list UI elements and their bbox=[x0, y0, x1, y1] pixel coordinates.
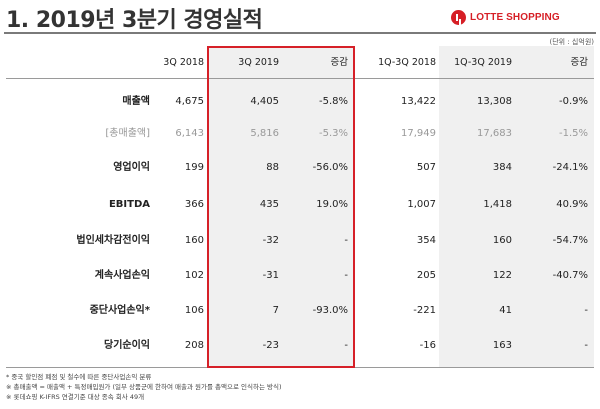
table-cell-col-ytd2019: 384 bbox=[492, 162, 512, 173]
table-cell-col-3q2018: 102 bbox=[184, 270, 204, 281]
table-cell-col-ytd2018: -16 bbox=[419, 340, 436, 351]
table-cell-col-change-ytd: -40.7% bbox=[552, 270, 588, 281]
row-label: 중단사업손익* bbox=[89, 305, 150, 316]
footnote: ※ 롯데쇼핑 K-IFRS 연결기준 대상 종속 회사 49개 bbox=[6, 393, 145, 401]
table-cell-col-change-ytd: - bbox=[584, 340, 588, 351]
table-cell-col-3q2019: 435 bbox=[259, 199, 279, 210]
table-cell-col-ytd2018: 1,007 bbox=[407, 199, 436, 210]
table-cell-col-ytd2019: 163 bbox=[492, 340, 512, 351]
column-header-col-change-q: 증감 bbox=[330, 57, 348, 68]
column-header-col-3q2019: 3Q 2019 bbox=[238, 57, 279, 68]
table-cell-col-ytd2018: 354 bbox=[416, 235, 436, 246]
shaded-column-3q2019 bbox=[207, 46, 355, 368]
table-cell-col-3q2019: 88 bbox=[266, 162, 279, 173]
table-cell-col-3q2019: -31 bbox=[262, 270, 279, 281]
shaded-column-ytd2019 bbox=[439, 46, 594, 368]
table-cell-col-change-q: - bbox=[344, 340, 348, 351]
footnote: * 중국 할인점 폐점 및 철수에 따른 중단사업손익 분류 bbox=[6, 373, 152, 381]
table-cell-col-change-ytd: -0.9% bbox=[558, 96, 588, 107]
row-label: 당기순이익 bbox=[104, 340, 150, 351]
table-cell-col-ytd2018: 17,949 bbox=[401, 128, 436, 139]
table-cell-col-3q2019: 5,816 bbox=[250, 128, 279, 139]
company-logo: LOTTE SHOPPING bbox=[451, 10, 560, 25]
column-header-col-ytd2019: 1Q-3Q 2019 bbox=[454, 57, 512, 68]
table-cell-col-ytd2019: 160 bbox=[492, 235, 512, 246]
table-cell-col-change-q: - bbox=[344, 235, 348, 246]
row-label: EBITDA bbox=[108, 199, 150, 210]
unit-note: (단위 : 십억원) bbox=[549, 38, 594, 46]
table-cell-col-3q2018: 199 bbox=[184, 162, 204, 173]
table-cell-col-3q2019: 7 bbox=[272, 305, 279, 316]
table-cell-col-3q2019: -23 bbox=[262, 340, 279, 351]
table-cell-col-change-ytd: -54.7% bbox=[552, 235, 588, 246]
table-cell-col-change-ytd: -24.1% bbox=[552, 162, 588, 173]
column-header-col-change-ytd: 증감 bbox=[570, 57, 588, 68]
column-header-col-3q2018: 3Q 2018 bbox=[163, 57, 204, 68]
row-label: 법인세차감전이익 bbox=[76, 235, 150, 246]
lotte-logo-mark-icon bbox=[451, 10, 466, 25]
table-cell-col-ytd2018: 205 bbox=[416, 270, 436, 281]
table-cell-col-ytd2018: 507 bbox=[416, 162, 436, 173]
table-cell-col-3q2018: 4,675 bbox=[175, 96, 204, 107]
table-cell-col-change-q: - bbox=[344, 270, 348, 281]
table-cell-col-change-q: -5.3% bbox=[318, 128, 348, 139]
table-cell-col-ytd2019: 1,418 bbox=[483, 199, 512, 210]
table-cell-col-3q2018: 106 bbox=[184, 305, 204, 316]
table-cell-col-change-q: -93.0% bbox=[312, 305, 348, 316]
table-cell-col-change-ytd: - bbox=[584, 305, 588, 316]
table-cell-col-3q2018: 160 bbox=[184, 235, 204, 246]
table-cell-col-3q2019: -32 bbox=[262, 235, 279, 246]
table-cell-col-3q2018: 208 bbox=[184, 340, 204, 351]
header-divider bbox=[6, 78, 594, 79]
row-label: 매출액 bbox=[122, 96, 150, 107]
table-cell-col-change-ytd: 40.9% bbox=[556, 199, 588, 210]
table-cell-col-ytd2019: 122 bbox=[492, 270, 512, 281]
table-cell-col-change-q: -5.8% bbox=[318, 96, 348, 107]
table-cell-col-change-q: -56.0% bbox=[312, 162, 348, 173]
page-title: 1. 2019년 3분기 경영실적 bbox=[6, 8, 263, 33]
table-cell-col-ytd2019: 13,308 bbox=[477, 96, 512, 107]
row-label: 영업이익 bbox=[113, 162, 150, 173]
table-cell-col-3q2018: 366 bbox=[184, 199, 204, 210]
table-cell-col-change-q: 19.0% bbox=[316, 199, 348, 210]
row-label: [총매출액] bbox=[105, 128, 150, 139]
table-cell-col-ytd2018: 13,422 bbox=[401, 96, 436, 107]
table-cell-col-ytd2019: 41 bbox=[499, 305, 512, 316]
footnote: ※ 총매출액 = 매출액 + 특정매입원가 (일부 상품군에 한하여 매출과 원… bbox=[6, 383, 282, 391]
table-cell-col-ytd2019: 17,683 bbox=[477, 128, 512, 139]
column-header-col-ytd2018: 1Q-3Q 2018 bbox=[378, 57, 436, 68]
title-divider bbox=[4, 32, 596, 34]
table-cell-col-change-ytd: -1.5% bbox=[558, 128, 588, 139]
table-cell-col-ytd2018: -221 bbox=[413, 305, 436, 316]
highlight-box-3q2019 bbox=[207, 46, 355, 368]
table-cell-col-3q2019: 4,405 bbox=[250, 96, 279, 107]
table-cell-col-3q2018: 6,143 bbox=[175, 128, 204, 139]
footnotes: * 중국 할인점 폐점 및 철수에 따른 중단사업손익 분류 ※ 총매출액 = … bbox=[6, 372, 282, 402]
row-label: 계속사업손익 bbox=[94, 270, 150, 281]
logo-text: LOTTE SHOPPING bbox=[470, 12, 560, 23]
